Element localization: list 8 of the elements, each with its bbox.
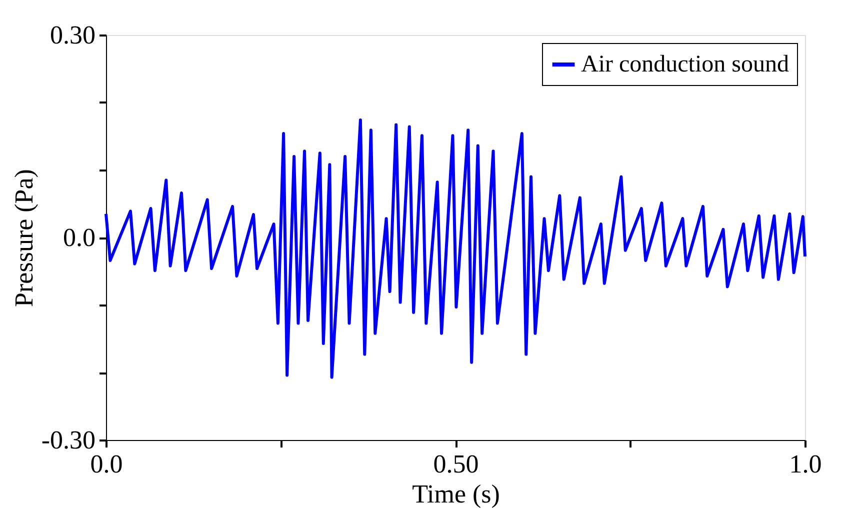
line-series [104, 118, 806, 379]
x-tick-label: 0.50 [433, 450, 479, 478]
y-axis-title: Pressure (Pa) [9, 169, 38, 307]
y-tick-label: 0.30 [50, 20, 96, 50]
x-tick-label: 1.0 [789, 450, 822, 478]
y-tick-label: 0.0 [63, 223, 96, 252]
x-axis-title: Time (s) [412, 480, 500, 508]
legend-label: Air conduction sound [581, 52, 789, 78]
